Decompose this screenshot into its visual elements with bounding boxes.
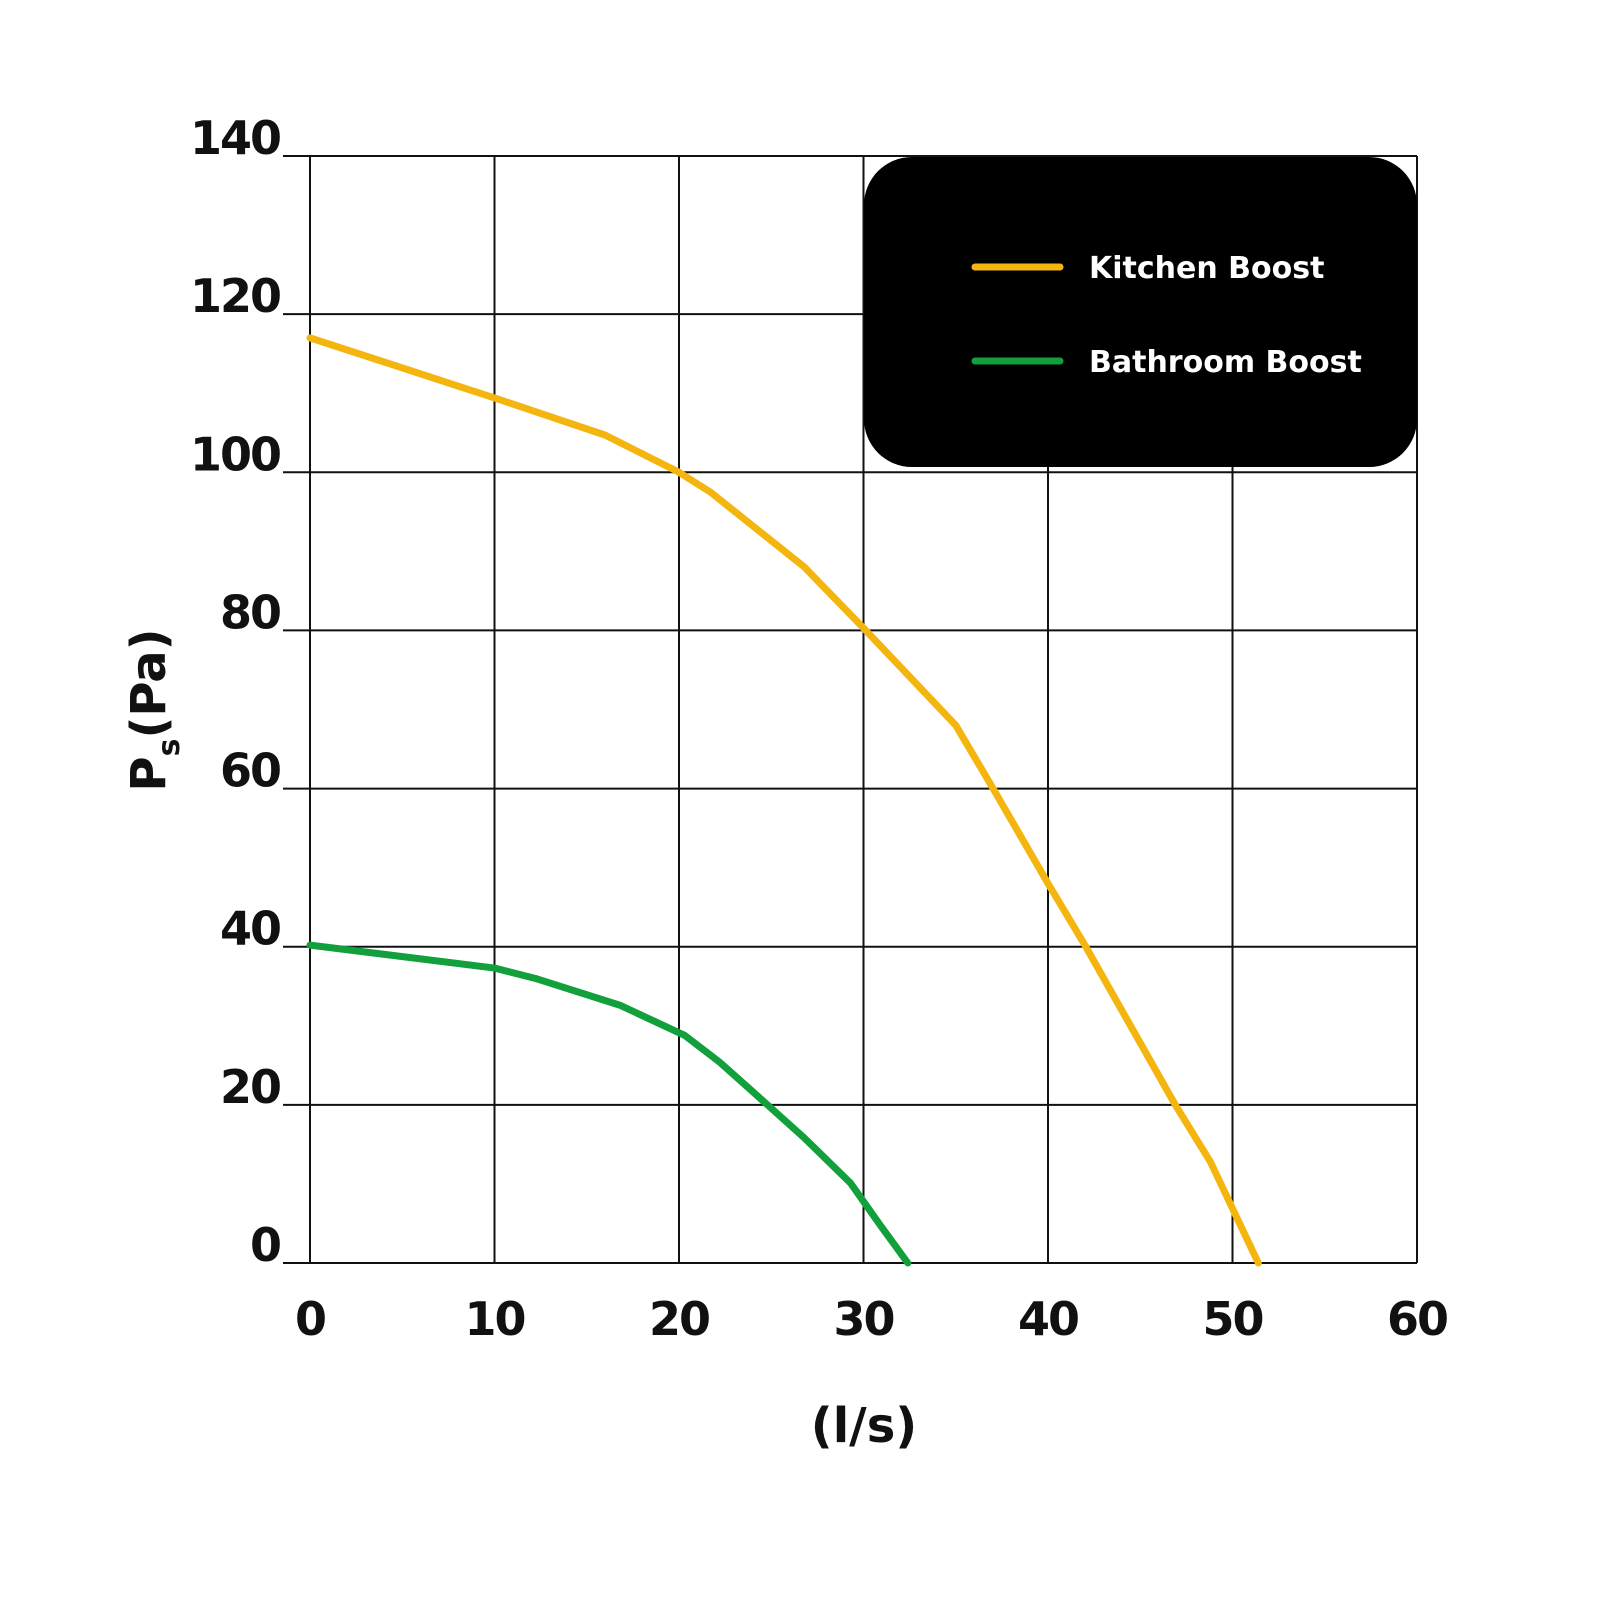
y-tick-label: 0 (250, 1218, 280, 1272)
x-tick-label: 10 (464, 1292, 524, 1346)
y-tick-label: 80 (220, 585, 280, 639)
legend-box (864, 157, 1417, 467)
x-tick-label: 0 (295, 1292, 325, 1346)
y-tick-label: 120 (190, 269, 280, 323)
y-tick-label: 140 (190, 111, 280, 165)
y-tick-label: 60 (220, 744, 280, 798)
legend-label: Kitchen Boost (1089, 251, 1324, 286)
y-axis-label: Ps(Pa) (121, 628, 187, 791)
x-tick-label: 60 (1387, 1292, 1447, 1346)
y-tick-label: 40 (220, 902, 280, 956)
x-tick-label: 30 (833, 1292, 893, 1346)
series-line-bathroom (306, 941, 912, 1267)
x-axis-label: (l/s) (811, 1398, 917, 1454)
series-line-kitchen (306, 334, 1262, 1267)
legend-label: Bathroom Boost (1089, 345, 1362, 380)
x-tick-label: 20 (649, 1292, 709, 1346)
y-tick-label: 20 (220, 1060, 280, 1114)
x-tick-label: 40 (1018, 1292, 1078, 1346)
tick-labels: 0 10 20 30 40 50 60 0 20 40 60 80 100 120 140 (190, 111, 1449, 1346)
legend: Kitchen Boost Bathroom Boost (864, 157, 1417, 467)
y-tick-label: 100 (190, 427, 280, 481)
series-lines (306, 334, 1262, 1267)
x-tick-label: 50 (1202, 1292, 1262, 1346)
